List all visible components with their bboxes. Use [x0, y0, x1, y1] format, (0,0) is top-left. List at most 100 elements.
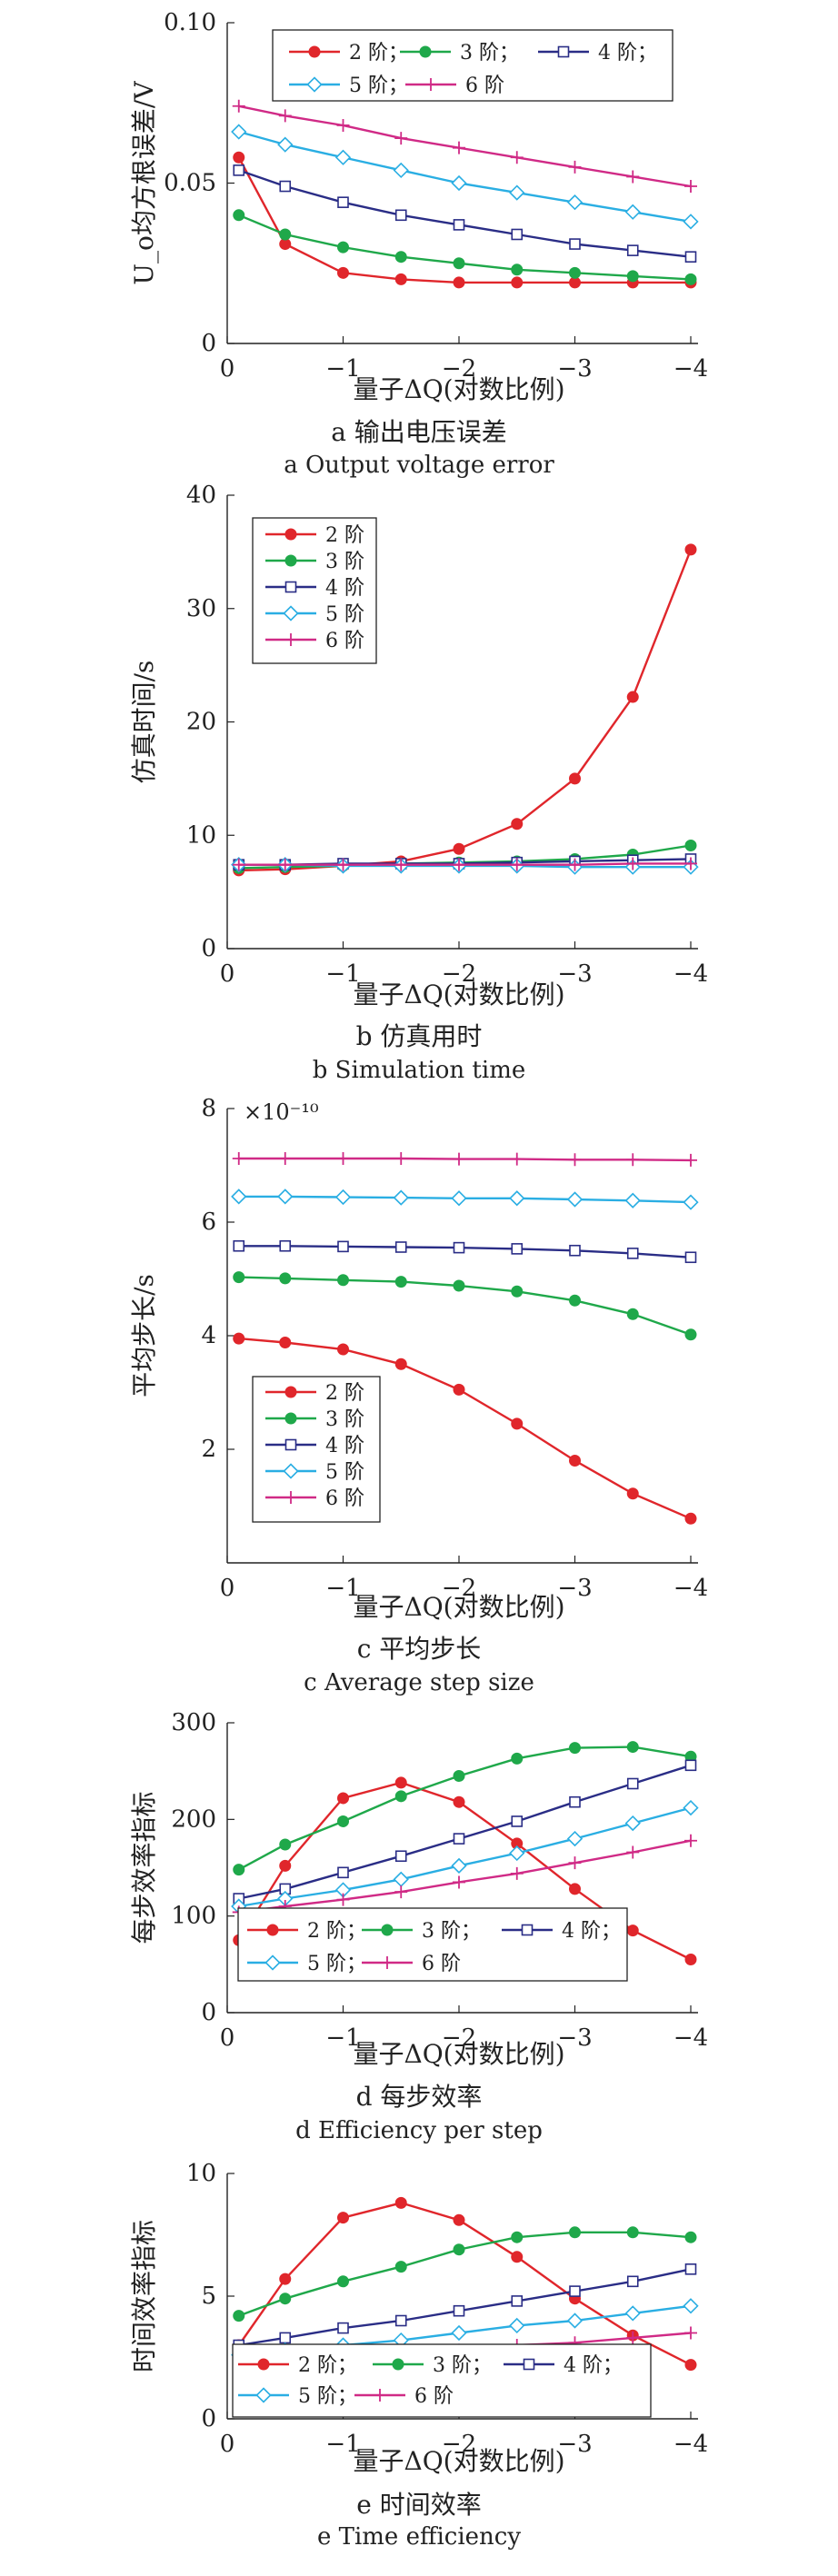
data-point [334, 149, 352, 165]
y-tick-label: 5 [201, 2283, 216, 2310]
data-point [233, 2310, 245, 2322]
data-point [277, 136, 294, 153]
data-point [624, 1815, 641, 1832]
data-point [453, 1152, 465, 1166]
legend-box [272, 29, 673, 102]
data-point [393, 1189, 409, 1206]
legend-label: 6 阶 [325, 1487, 364, 1510]
legend-entry: 3 阶； [362, 1920, 481, 1943]
data-point [233, 164, 245, 176]
data-point [279, 1337, 292, 1348]
y-tick-label: 200 [171, 1805, 216, 1833]
legend-box [237, 1907, 628, 1982]
data-point [511, 2295, 524, 2307]
legend-label: 5 阶 [325, 1461, 364, 1484]
data-point [336, 858, 350, 871]
data-point [684, 251, 697, 263]
y-tick-label: 40 [186, 482, 216, 509]
data-point [279, 1838, 292, 1851]
legend-entry: 2 阶 [265, 1382, 364, 1405]
data-point [626, 170, 640, 184]
y-tick-label: 100 [171, 1903, 216, 1930]
data-point [337, 1343, 349, 1356]
series-3-order [233, 209, 697, 285]
data-point [394, 1276, 407, 1288]
data-point [394, 1850, 407, 1863]
data-point [394, 2261, 407, 2273]
legend-entry: 4 阶； [504, 2354, 623, 2377]
caption-cn: c 平均步长 [357, 1634, 482, 1664]
legend-entry: 5 阶 [265, 1461, 364, 1484]
caption-en: e Time efficiency [317, 2523, 521, 2551]
legend-marker [381, 1924, 394, 1936]
x-tick-label: −4 [673, 2024, 708, 2052]
data-point [569, 2226, 581, 2239]
legend-marker [283, 605, 299, 622]
data-point [569, 772, 581, 785]
data-point [394, 2196, 407, 2209]
legend-marker [419, 45, 432, 58]
legend-marker [523, 2358, 535, 2371]
legend-entry: 6 阶 [362, 1953, 461, 1975]
data-point [453, 1241, 465, 1254]
chart-c: 2 4 6 8 0 −1 −2 −3 −4 ×10⁻¹⁰ 量子ΔQ(对数比例) 平均步长/s c 平均步… [129, 1095, 708, 1696]
legend-label: 2 阶； [349, 42, 408, 65]
data-point [279, 228, 292, 241]
legend-label: 4 阶； [598, 42, 657, 65]
caption-en: d Efficiency per step [295, 2117, 543, 2144]
data-point [453, 141, 465, 154]
data-point [231, 124, 247, 140]
data-point [683, 1194, 699, 1210]
x-tick-label: −1 [325, 2024, 360, 2052]
x-tick-label: −1 [325, 355, 360, 383]
y-tick-label: 30 [186, 595, 216, 622]
legend-label: 2 阶； [298, 2354, 357, 2377]
data-point [626, 270, 639, 283]
data-point [394, 273, 407, 285]
data-point [569, 238, 581, 250]
x-tick-label: 0 [220, 1575, 235, 1602]
y-tick-label: 20 [186, 709, 216, 736]
data-point [626, 1777, 639, 1790]
caption-cn: e 时间效率 [356, 2490, 481, 2520]
series-line [238, 1746, 692, 1871]
data-point [453, 1769, 465, 1782]
data-point [394, 1776, 407, 1789]
legend-entry: 2 阶； [238, 2354, 357, 2377]
x-tick-label: −4 [673, 960, 708, 988]
x-tick-label: −2 [442, 960, 476, 988]
data-point [451, 174, 467, 192]
data-point [453, 2213, 465, 2226]
data-point [393, 1871, 409, 1887]
data-point [684, 1954, 697, 1966]
data-point [453, 858, 465, 871]
data-point [511, 228, 524, 241]
legend-entry: 3 阶； [400, 42, 519, 65]
y-exponent-label: ×10⁻¹⁰ [244, 1099, 319, 1125]
data-point [453, 2243, 465, 2256]
legend-label: 4 阶； [562, 1920, 621, 1943]
chart-a: 0 0.05 0.10 0 −1 −2 −3 −4 量子ΔQ(对数比例) U_o均方根误差/Va … [129, 9, 708, 479]
legend-entry: 3 阶 [265, 551, 364, 573]
data-point [233, 209, 245, 222]
y-tick-label: 300 [171, 1709, 216, 1736]
legend-entry: 6 阶 [405, 75, 504, 97]
data-point [684, 2263, 697, 2275]
legend-label: 6 阶 [465, 75, 504, 97]
data-point [626, 1248, 639, 1259]
data-point [394, 1790, 407, 1803]
legend-marker [521, 1924, 534, 1936]
x-tick-label: −3 [557, 2431, 592, 2458]
data-point [337, 266, 349, 279]
data-point [509, 184, 525, 201]
data-point [337, 1792, 349, 1805]
legend-entry: 5 阶； [247, 1953, 366, 1975]
data-point [569, 1244, 581, 1257]
data-point [394, 251, 407, 264]
data-point [684, 839, 697, 851]
legend-label: 2 阶 [325, 1382, 364, 1405]
series-6-order [232, 99, 697, 194]
x-tick-label: −1 [325, 1575, 360, 1602]
legend-label: 3 阶； [460, 42, 519, 65]
x-axis-label: 量子ΔQ(对数比例) [353, 1592, 564, 1622]
